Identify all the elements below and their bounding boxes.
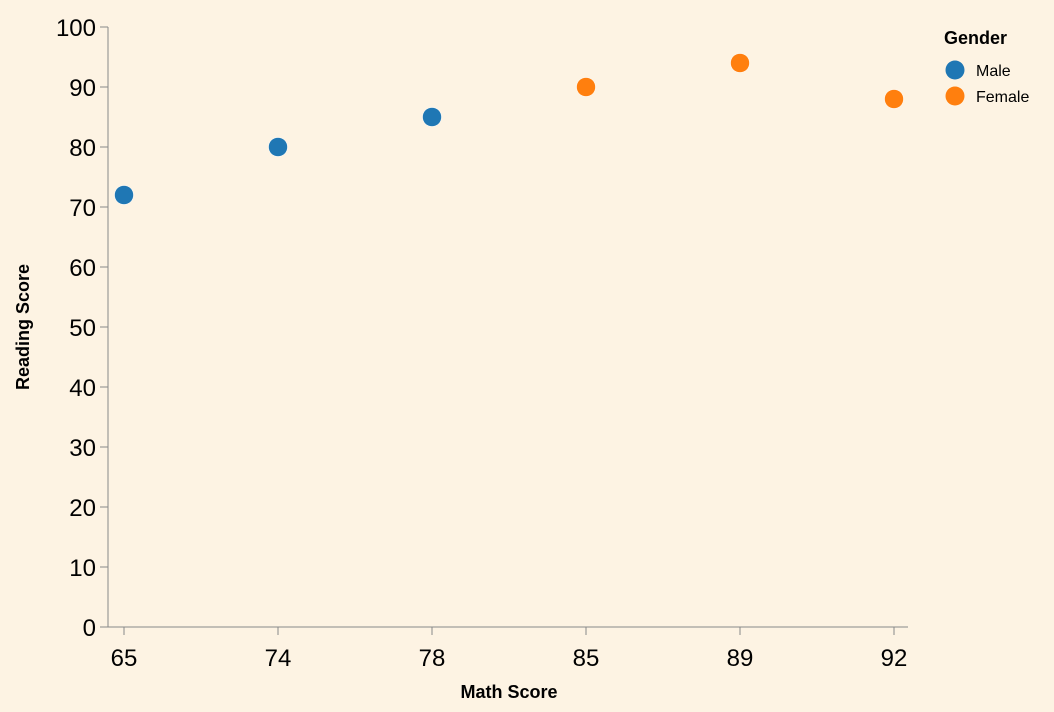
- y-tick-label: 10: [69, 555, 96, 582]
- y-tick-label: 50: [69, 315, 96, 342]
- x-tick-label: 74: [265, 645, 292, 672]
- x-tick-label: 89: [727, 645, 754, 672]
- data-point-female: [884, 89, 904, 109]
- x-tick-label: 85: [573, 645, 600, 672]
- y-tick-label: 100: [56, 15, 96, 42]
- legend-title: Gender: [944, 28, 1007, 48]
- y-axis: 0 10 20 30 40 50 60 70 80 90 100: [56, 15, 109, 642]
- data-point-male: [422, 107, 442, 127]
- legend: Gender Male Female: [944, 28, 1029, 106]
- data-point-male: [268, 137, 288, 157]
- y-tick-label: 90: [69, 75, 96, 102]
- x-tick-label: 78: [419, 645, 446, 672]
- x-tick-label: 92: [881, 645, 908, 672]
- legend-symbol-male: [945, 60, 965, 80]
- data-point-female: [730, 53, 750, 73]
- y-tick-label: 70: [69, 195, 96, 222]
- data-points: [114, 53, 904, 205]
- x-axis-title: Math Score: [460, 682, 557, 702]
- legend-symbol-female: [945, 86, 965, 106]
- legend-label-male: Male: [976, 63, 1011, 80]
- x-axis: 65 74 78 85 89 92: [108, 626, 908, 672]
- y-axis-title: Reading Score: [13, 264, 33, 390]
- y-tick-label: 0: [83, 615, 96, 642]
- data-point-female: [576, 77, 596, 97]
- y-tick-label: 80: [69, 135, 96, 162]
- y-tick-label: 40: [69, 375, 96, 402]
- y-tick-label: 20: [69, 495, 96, 522]
- legend-label-female: Female: [976, 89, 1029, 106]
- x-tick-label: 65: [111, 645, 138, 672]
- y-tick-label: 30: [69, 435, 96, 462]
- y-tick-label: 60: [69, 255, 96, 282]
- data-point-male: [114, 185, 134, 205]
